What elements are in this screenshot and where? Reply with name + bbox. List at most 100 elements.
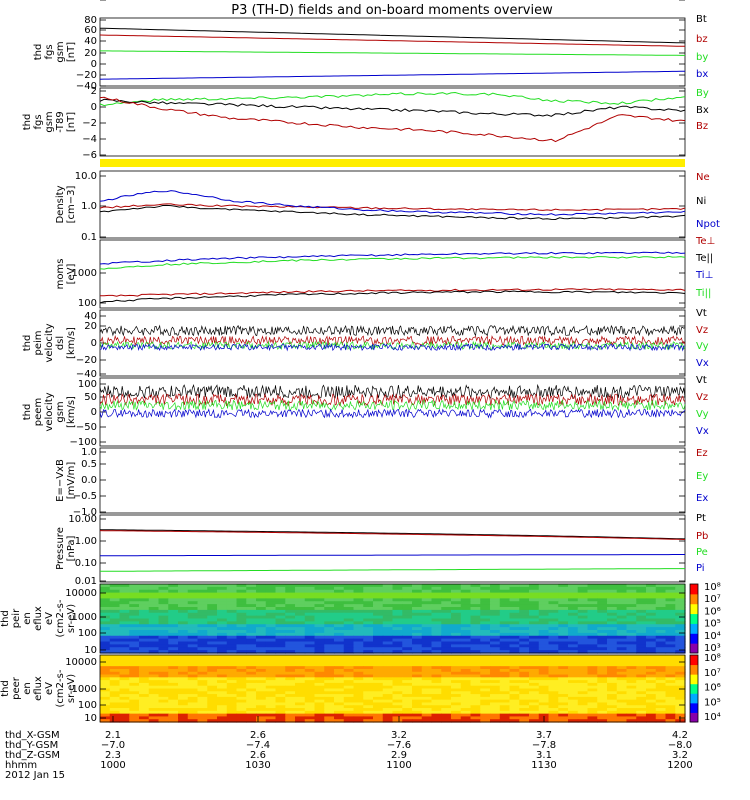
spectrogram-cell: [207, 584, 218, 588]
spectrogram-cell: [548, 682, 559, 687]
spectrogram-cell: [334, 607, 345, 611]
spectrogram-cell: [616, 595, 628, 599]
spectrogram-cell: [499, 641, 511, 645]
spectrogram-cell: [499, 601, 511, 605]
spectrogram-cell: [178, 615, 189, 620]
spectrogram-cell: [275, 666, 286, 670]
spectrogram-cell: [587, 674, 598, 678]
spectrogram-cell: [158, 705, 169, 709]
spectrogram-cell: [295, 647, 306, 651]
spectrogram-cell: [256, 638, 267, 643]
spectrogram-cell: [519, 627, 530, 631]
spectrogram-cell: [597, 644, 608, 648]
spectrogram-cell: [197, 705, 208, 709]
spectrogram-cell: [373, 589, 384, 594]
spectrogram-cell: [480, 708, 491, 712]
spectrogram-cell: [499, 688, 511, 692]
spectrogram-cell: [314, 632, 325, 637]
spectrogram-cell: [529, 604, 540, 608]
spectrogram-cell: [168, 650, 179, 654]
spectrogram-cell: [451, 592, 462, 597]
spectrogram-cell: [148, 644, 160, 648]
spectrogram-cell: [129, 618, 140, 622]
spectrogram-cell: [460, 586, 472, 591]
spectrogram-cell: [519, 702, 530, 706]
spectrogram-cell: [295, 604, 306, 608]
spectrogram-cell: [226, 719, 238, 723]
spectrogram-cell: [538, 650, 550, 654]
spectrogram-cell: [334, 644, 345, 648]
spectrogram-cell: [168, 674, 179, 678]
spectrogram-cell: [285, 632, 296, 637]
spectrogram-cell: [607, 607, 618, 611]
spectrogram-cell: [665, 699, 676, 704]
spectrogram-cell: [129, 604, 140, 608]
spectrogram-cell: [295, 601, 306, 605]
spectrogram-cell: [655, 615, 667, 620]
spectrogram-cell: [529, 699, 540, 704]
y-tick-label: 100: [78, 298, 97, 309]
spectrogram-cell: [392, 618, 403, 622]
spectrogram-cell: [382, 677, 394, 681]
spectrogram-cell: [597, 663, 608, 667]
spectrogram-cell: [655, 598, 667, 602]
spectrogram-cell: [256, 630, 267, 634]
spectrogram-cell: [148, 607, 160, 611]
spectrogram-cell: [265, 655, 277, 659]
spectrogram-cell: [295, 595, 306, 599]
y-axis-label: Pressure [nPa]: [55, 527, 77, 570]
spectrogram-cell: [285, 666, 296, 670]
spectrogram-cell: [304, 708, 316, 712]
spectrogram-cell: [509, 627, 520, 631]
spectrogram-cell: [197, 632, 208, 637]
spectrogram-cell: [548, 699, 559, 704]
spectrogram-cell: [168, 601, 179, 605]
spectrogram-cell: [607, 641, 618, 645]
spectrogram-cell: [343, 680, 355, 684]
spectrogram-cell: [217, 612, 228, 617]
spectrogram-cell: [256, 694, 267, 698]
spectrogram-cell: [382, 671, 394, 676]
spectrogram-cell: [577, 713, 589, 718]
spectrogram-cell: [158, 655, 169, 659]
spectrogram-cell: [187, 615, 199, 620]
legend-Pb: Pb: [696, 531, 708, 542]
spectrogram-cell: [392, 638, 403, 643]
spectrogram-cell: [577, 688, 589, 692]
spectrogram-cell: [324, 671, 335, 676]
spectrogram-cell: [109, 660, 121, 664]
spectrogram-cell: [480, 647, 491, 651]
spectrogram-cell: [421, 630, 433, 634]
spectrogram-cell: [675, 688, 686, 692]
spectrogram-cell: [256, 663, 267, 667]
spectrogram-cell: [246, 655, 257, 659]
spectrogram-cell: [538, 621, 550, 625]
spectrogram-cell: [587, 618, 598, 622]
spectrogram-cell: [129, 705, 140, 709]
spectrogram-cell: [324, 680, 335, 684]
spectrogram-cell: [480, 644, 491, 648]
spectrogram-cell: [529, 601, 540, 605]
spectrogram-cell: [197, 691, 208, 695]
spectrogram-cell: [460, 584, 472, 588]
spectrogram-cell: [246, 601, 257, 605]
spectrogram-cell: [597, 668, 608, 673]
spectrogram-cell: [265, 609, 277, 614]
spectrogram-cell: [587, 624, 598, 628]
spectrogram-cell: [577, 657, 589, 662]
spectrogram-cell: [460, 647, 472, 651]
spectrogram-cell: [285, 663, 296, 667]
spectrogram-cell: [119, 685, 130, 690]
spectrogram-cell: [402, 584, 413, 588]
spectrogram-cell: [626, 586, 637, 591]
spectrogram-cell: [187, 674, 199, 678]
spectrogram-cell: [226, 655, 238, 659]
spectrogram-cell: [577, 627, 589, 631]
spectrogram-cell: [587, 584, 598, 588]
spectrogram-cell: [129, 688, 140, 692]
y-tick-label: 100: [78, 379, 97, 390]
spectrogram-cell: [265, 713, 277, 718]
spectrogram-cell: [655, 655, 667, 659]
spectrogram-cell: [139, 674, 150, 678]
spectrogram-cell: [490, 601, 501, 605]
